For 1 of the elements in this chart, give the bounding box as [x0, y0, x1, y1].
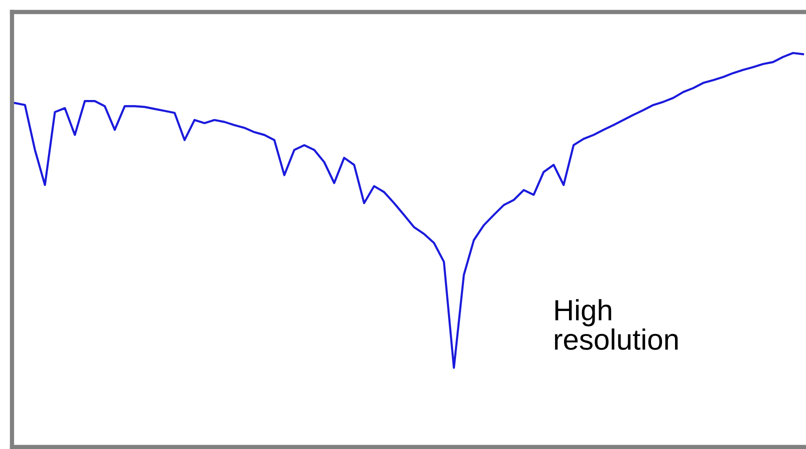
- annotation: High resolution: [554, 299, 678, 350]
